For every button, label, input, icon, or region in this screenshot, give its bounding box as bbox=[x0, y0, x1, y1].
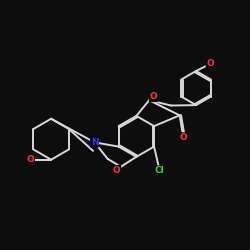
Text: O: O bbox=[26, 155, 34, 164]
Text: O: O bbox=[206, 60, 214, 68]
Text: O: O bbox=[112, 166, 120, 175]
Text: O: O bbox=[150, 92, 157, 101]
Text: O: O bbox=[179, 133, 187, 142]
Text: N: N bbox=[91, 138, 98, 147]
Text: Cl: Cl bbox=[155, 166, 165, 175]
